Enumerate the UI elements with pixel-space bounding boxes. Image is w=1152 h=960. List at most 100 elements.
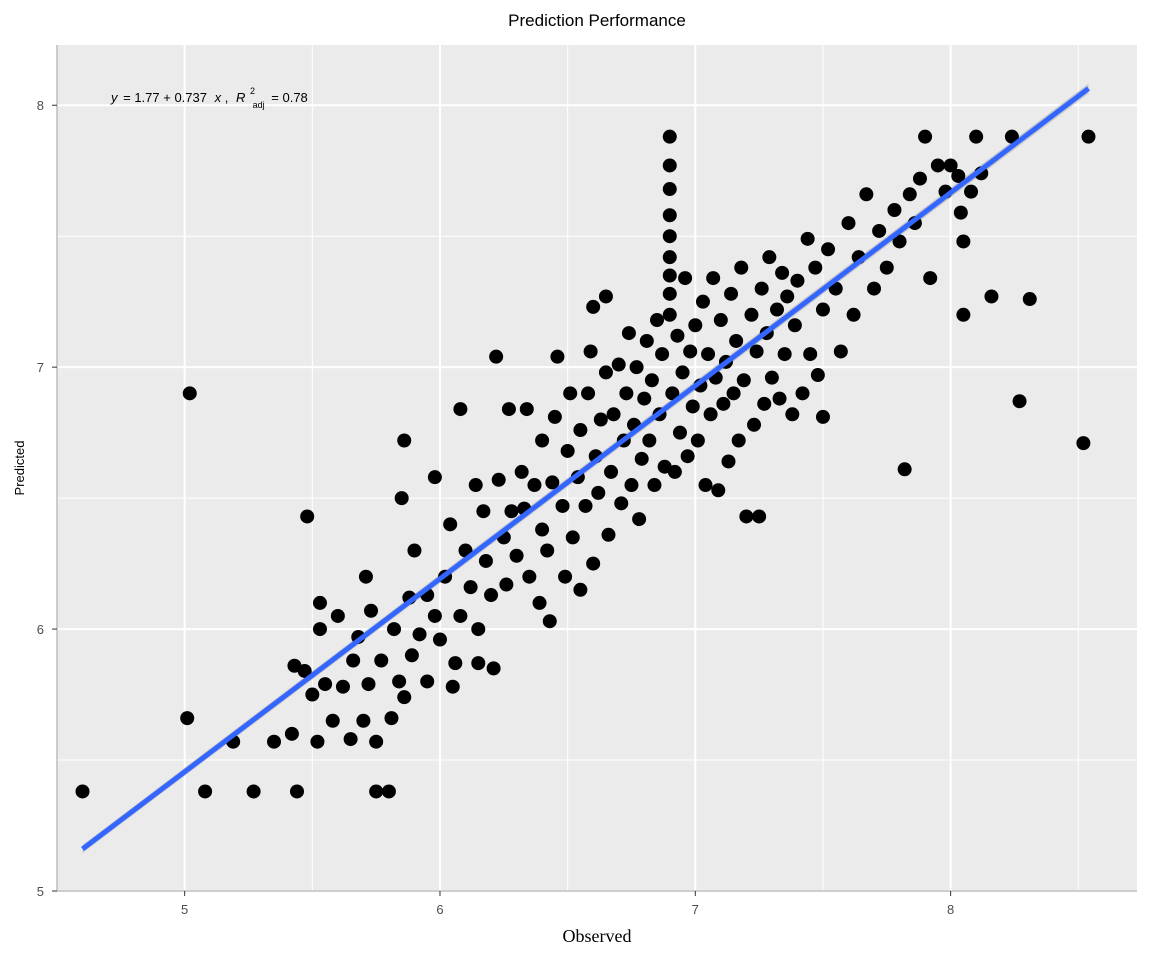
data-point (397, 690, 412, 705)
data-point (662, 129, 677, 144)
data-point (744, 307, 759, 322)
data-point (598, 289, 613, 304)
data-point (706, 271, 721, 286)
data-point (662, 286, 677, 301)
x-tick-label: 5 (181, 902, 188, 917)
data-point (471, 656, 486, 671)
data-point (560, 443, 575, 458)
data-point (859, 187, 874, 202)
data-point (509, 548, 524, 563)
data-point (683, 344, 698, 359)
data-point (833, 344, 848, 359)
y-axis-title: Predicted (12, 441, 27, 496)
data-point (535, 522, 550, 537)
data-point (695, 294, 710, 309)
data-point (198, 784, 213, 799)
data-point (361, 677, 376, 692)
data-point (432, 632, 447, 647)
data-point (736, 373, 751, 388)
data-point (532, 595, 547, 610)
data-point (542, 614, 557, 629)
data-point (754, 281, 769, 296)
data-point (637, 391, 652, 406)
data-point (698, 478, 713, 493)
data-point (504, 504, 519, 519)
data-point (1004, 129, 1019, 144)
data-point (662, 208, 677, 223)
data-point (956, 307, 971, 322)
data-point (879, 260, 894, 275)
data-point (632, 512, 647, 527)
data-point (662, 250, 677, 265)
data-point (491, 472, 506, 487)
data-point (690, 433, 705, 448)
data-point (678, 271, 693, 286)
data-point (300, 509, 315, 524)
data-point (586, 556, 601, 571)
data-point (387, 622, 402, 637)
data-point (392, 674, 407, 689)
data-point (563, 386, 578, 401)
data-point (762, 250, 777, 265)
data-point (369, 734, 384, 749)
data-point (721, 454, 736, 469)
data-point (374, 653, 389, 668)
x-axis-title: Observed (563, 926, 632, 946)
data-point (803, 347, 818, 362)
x-tick-label: 8 (947, 902, 954, 917)
data-point (644, 373, 659, 388)
data-point (713, 313, 728, 328)
fit-line (81, 86, 1090, 852)
data-point (565, 530, 580, 545)
data-point (404, 648, 419, 663)
data-point (290, 784, 304, 799)
data-point (284, 726, 299, 741)
data-point (726, 386, 741, 401)
data-point (964, 184, 979, 199)
x-tick-label: 7 (692, 902, 699, 917)
data-point (672, 425, 687, 440)
data-point (180, 711, 195, 726)
data-point (364, 603, 379, 618)
data-point (752, 509, 767, 524)
data-point (312, 622, 327, 637)
data-point (724, 286, 739, 301)
data-point (662, 229, 677, 244)
data-point (969, 129, 984, 144)
data-point (420, 674, 435, 689)
data-point (688, 318, 703, 333)
data-point (662, 307, 677, 322)
data-point (427, 470, 442, 485)
regression-line (81, 86, 1090, 852)
data-point (716, 396, 731, 411)
data-point (887, 203, 902, 218)
data-point (647, 478, 662, 493)
data-point (711, 483, 726, 498)
data-point (1012, 394, 1027, 409)
data-point (619, 386, 634, 401)
data-point (593, 412, 608, 427)
data-point (757, 396, 772, 411)
data-point (535, 433, 550, 448)
data-point (846, 307, 861, 322)
data-point (780, 289, 795, 304)
data-point (489, 349, 504, 364)
data-point (547, 409, 562, 424)
data-point (448, 656, 463, 671)
data-point (468, 478, 483, 493)
data-point (642, 433, 657, 448)
data-point (800, 231, 815, 246)
data-point (770, 302, 784, 317)
data-point (583, 344, 598, 359)
data-point (267, 734, 282, 749)
data-point (397, 433, 412, 448)
data-point (358, 569, 373, 584)
y-tick-label: 7 (37, 360, 44, 375)
y-axis-ticks: 5 6 7 8 (37, 98, 57, 899)
x-tick-label: 6 (436, 902, 443, 917)
data-point (624, 478, 639, 493)
data-point (545, 475, 560, 490)
data-point (611, 357, 626, 372)
data-point (821, 242, 836, 257)
data-point (675, 365, 690, 380)
